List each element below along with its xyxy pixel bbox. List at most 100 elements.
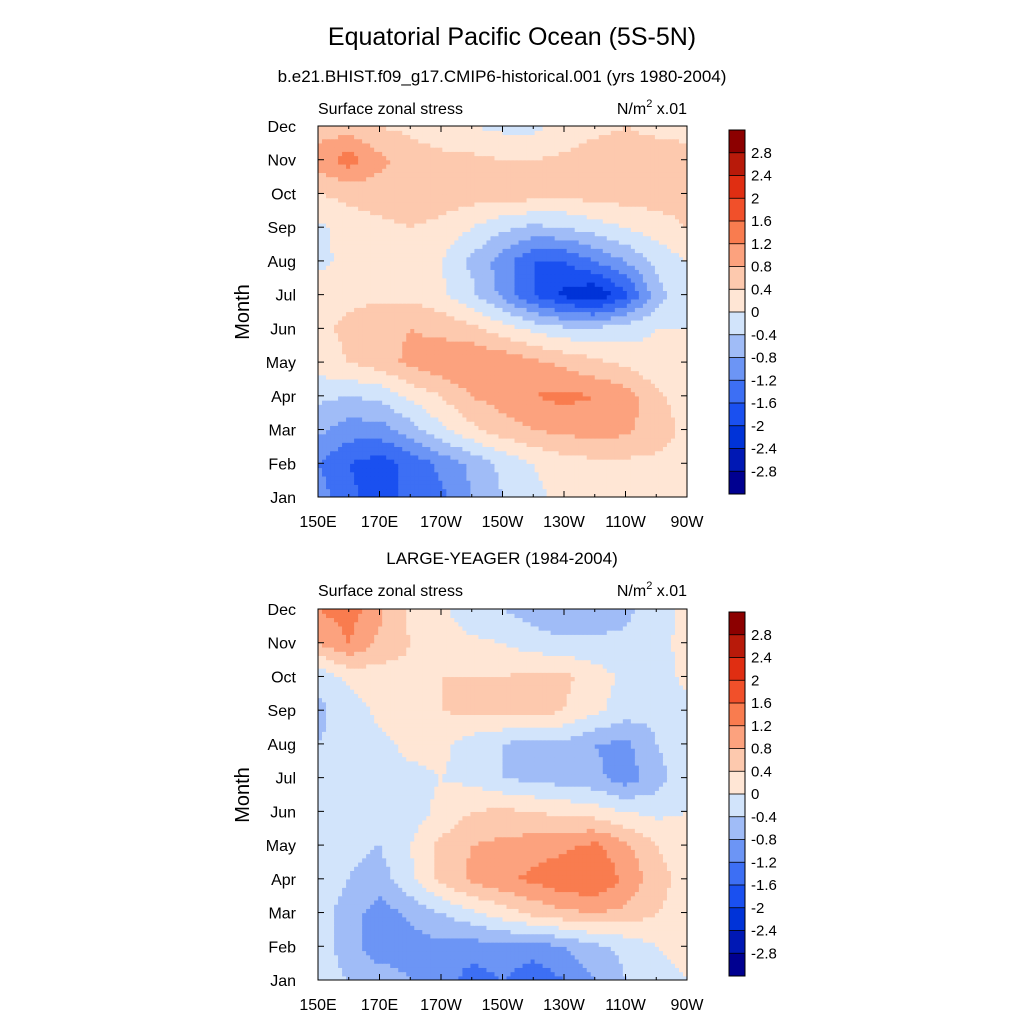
heatmap-cell (606, 307, 612, 313)
heatmap-cell (318, 294, 323, 300)
heatmap-cell (350, 425, 355, 431)
heatmap-cell (410, 383, 415, 388)
heatmap-cell (342, 345, 347, 351)
heatmap-cell (634, 374, 640, 380)
heatmap-cell (326, 281, 331, 287)
heatmap-cell (330, 459, 335, 464)
heatmap-cell (582, 463, 588, 469)
heatmap-cell (350, 336, 355, 342)
heatmap-cell (674, 429, 680, 435)
heatmap-cell (450, 298, 455, 304)
heatmap-cell (566, 378, 572, 384)
heatmap-cell (514, 349, 520, 355)
heatmap-cell (402, 383, 407, 388)
heatmap-cell (506, 311, 512, 317)
heatmap-cell (582, 311, 588, 317)
heatmap-cell (438, 269, 443, 275)
heatmap-cell (494, 454, 500, 460)
heatmap-cell (370, 277, 375, 283)
heatmap-cell (586, 374, 592, 380)
heatmap-cell (574, 488, 580, 494)
heatmap-cell (346, 404, 351, 410)
heatmap-cell (322, 408, 327, 414)
heatmap-cell (470, 467, 476, 473)
heatmap-cell (526, 467, 532, 473)
heatmap-cell (418, 378, 423, 384)
heatmap-cell (474, 387, 480, 393)
heatmap-cell (414, 395, 419, 401)
heatmap-cell (318, 454, 323, 460)
heatmap-cell (398, 446, 403, 452)
heatmap-cell (318, 311, 323, 317)
heatmap-cell (382, 416, 387, 422)
heatmap-cell (542, 273, 548, 279)
heatmap-cell (358, 357, 363, 363)
heatmap-cell (502, 286, 508, 292)
heatmap-cell (442, 349, 447, 355)
heatmap-cell (410, 294, 415, 300)
heatmap-cell (350, 315, 355, 321)
heatmap-cell (578, 446, 584, 452)
heatmap-cell (486, 269, 492, 275)
heatmap-cell (678, 416, 684, 422)
heatmap-cell (462, 425, 467, 431)
heatmap-cell (486, 467, 492, 473)
heatmap-cell (374, 467, 379, 473)
heatmap-cell (526, 286, 532, 292)
heatmap-cell (598, 328, 604, 334)
heatmap-cell (326, 345, 331, 351)
heatmap-cell (546, 404, 552, 410)
heatmap-cell (322, 454, 327, 460)
heatmap-cell (610, 324, 616, 329)
heatmap-cell (650, 416, 656, 422)
heatmap-cell (426, 425, 431, 431)
heatmap-cell (410, 357, 415, 363)
heatmap-cell (406, 471, 411, 477)
heatmap-cell (654, 353, 660, 359)
heatmap-cell (450, 370, 455, 376)
heatmap-cell (486, 400, 492, 405)
heatmap-cell (378, 412, 383, 418)
heatmap-cell (394, 412, 399, 418)
heatmap-cell (570, 437, 576, 443)
heatmap-cell (538, 319, 544, 325)
heatmap-cell (350, 328, 355, 334)
heatmap-cell (402, 429, 407, 435)
heatmap-cell (430, 345, 435, 351)
heatmap-cell (386, 341, 391, 346)
heatmap-cell (618, 433, 624, 439)
heatmap-cell (470, 387, 476, 393)
heatmap-cell (390, 269, 395, 275)
heatmap-cell (674, 353, 680, 359)
heatmap-cell (606, 387, 612, 393)
heatmap-cell (334, 281, 339, 287)
heatmap-cell (506, 303, 512, 308)
heatmap-cell (450, 366, 455, 372)
heatmap-cell (430, 454, 435, 460)
heatmap-cell (410, 277, 415, 283)
heatmap-cell (498, 273, 504, 279)
heatmap-cell (514, 412, 520, 418)
heatmap-cell (338, 303, 343, 308)
heatmap-cell (622, 269, 628, 275)
heatmap-cell (426, 366, 431, 372)
heatmap-cell (438, 281, 443, 287)
heatmap-cell (450, 324, 455, 329)
heatmap-cell (538, 349, 544, 355)
heatmap-cell (370, 332, 375, 338)
heatmap-cell (414, 425, 419, 431)
heatmap-cell (330, 298, 335, 304)
heatmap-cell (558, 366, 564, 372)
heatmap-cell (542, 471, 548, 477)
heatmap-cell (434, 311, 439, 317)
heatmap-cell (458, 454, 463, 460)
heatmap-cell (498, 484, 504, 490)
heatmap-cell (390, 345, 395, 351)
heatmap-cell (534, 404, 540, 410)
heatmap-cell (590, 298, 596, 304)
heatmap-cell (574, 349, 580, 355)
heatmap-cell (358, 395, 363, 401)
heatmap-cell (594, 353, 600, 359)
heatmap-cell (578, 303, 584, 308)
heatmap-cell (350, 433, 355, 439)
